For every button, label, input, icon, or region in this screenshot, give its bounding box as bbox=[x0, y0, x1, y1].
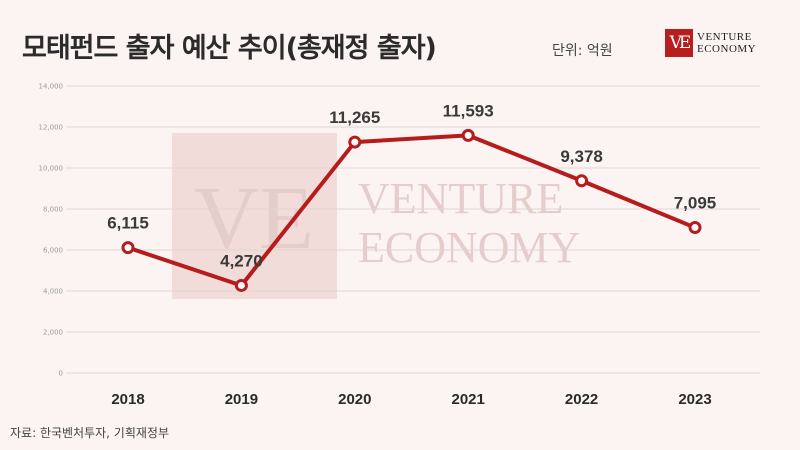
data-point bbox=[234, 278, 248, 292]
data-label: 7,095 bbox=[674, 194, 717, 213]
y-tick-label: 0 bbox=[59, 370, 63, 378]
y-tick-label: 8,000 bbox=[43, 206, 63, 214]
logo-line1: VENTURE bbox=[697, 31, 752, 43]
data-label: 6,115 bbox=[107, 214, 149, 233]
y-tick-label: 2,000 bbox=[43, 329, 63, 337]
logo-mark: VE bbox=[665, 29, 693, 57]
x-tick-label: 2019 bbox=[225, 391, 258, 408]
y-tick-label: 6,000 bbox=[43, 247, 63, 255]
logo-line2: ECONOMY bbox=[697, 43, 757, 55]
y-tick-label: 14,000 bbox=[39, 83, 64, 91]
watermark-line1: VENTURE bbox=[358, 174, 563, 223]
watermark-line2: ECONOMY bbox=[358, 223, 580, 272]
data-point bbox=[461, 128, 475, 142]
series-line bbox=[126, 133, 697, 288]
y-tick-label: 4,000 bbox=[43, 288, 63, 296]
y-tick-label: 10,000 bbox=[39, 165, 64, 173]
x-tick-label: 2022 bbox=[565, 391, 598, 408]
brand-logo: VE VENTURE ECONOMY bbox=[665, 29, 756, 57]
chart-title: 모태펀드 출자 예산 추이(총재정 출자) bbox=[22, 33, 437, 64]
data-label: 11,265 bbox=[329, 108, 380, 127]
data-point bbox=[348, 135, 362, 149]
x-tick-label: 2020 bbox=[338, 391, 371, 408]
x-tick-label: 2018 bbox=[111, 391, 144, 408]
unit-label: 단위: 억원 bbox=[552, 43, 613, 59]
x-tick-label: 2021 bbox=[452, 391, 485, 408]
x-tick-label: 2023 bbox=[678, 391, 711, 408]
source-note: 자료: 한국벤처투자, 기획재정부 bbox=[10, 426, 170, 440]
data-point bbox=[121, 241, 135, 255]
y-tick-label: 12,000 bbox=[39, 124, 64, 132]
logo-text: VENTURE ECONOMY bbox=[697, 31, 756, 55]
data-label: 11,593 bbox=[443, 101, 494, 120]
data-label: 4,270 bbox=[220, 251, 263, 270]
data-point bbox=[688, 221, 702, 235]
data-label: 9,378 bbox=[560, 147, 603, 166]
data-point bbox=[575, 174, 589, 188]
